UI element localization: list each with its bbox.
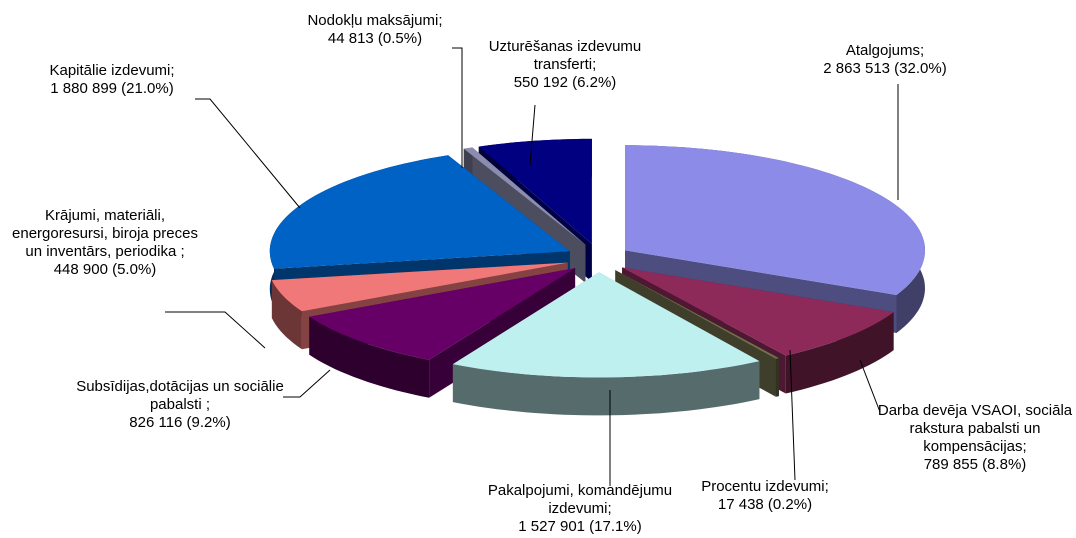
leader-line — [195, 98, 301, 209]
leader-line — [789, 349, 796, 481]
category-label: Procentu izdevumi; — [701, 478, 829, 495]
slice-side — [309, 316, 430, 398]
leader-line — [859, 359, 881, 413]
slice-label: Atalgojums; 2 863 513 (32.0%) — [790, 42, 980, 78]
slice — [269, 155, 570, 269]
slice-label: Kapitālie izdevumi; 1 880 899 (21.0%) — [22, 62, 202, 98]
value-label: 550 192 (6.2%) — [513, 74, 617, 91]
slice-side — [452, 361, 760, 416]
slice-side — [775, 358, 779, 397]
category-label: Kapitālie izdevumi; — [49, 62, 175, 79]
category-label: Nodokļu maksājumi; — [307, 12, 443, 29]
category-label: Krājumi, materiāli, energoresursi, biroj… — [12, 207, 198, 260]
value-label: 1 880 899 (21.0%) — [50, 80, 174, 97]
slice-side — [785, 312, 894, 394]
slice — [622, 267, 894, 356]
slice-label: Nodokļu maksājumi; 44 813 (0.5%) — [290, 12, 460, 48]
value-label: 448 900 (5.0%) — [53, 261, 157, 278]
value-label: 44 813 (0.5%) — [327, 30, 423, 47]
category-label: Atalgojums; — [845, 42, 925, 59]
slice — [463, 147, 586, 245]
value-label: 826 116 (9.2%) — [129, 414, 231, 431]
category-label: Uzturēšanas izdevumu transferti; — [488, 38, 642, 73]
slice — [271, 262, 568, 312]
slice-label: Procentu izdevumi; 17 438 (0.2%) — [675, 478, 855, 514]
leader-line — [283, 369, 331, 398]
slice-label: Uzturēšanas izdevumu transferti; 550 192 … — [480, 38, 650, 92]
slice-label: Pakalpojumi, komandējumu izdevumi; 1 527 … — [480, 482, 680, 536]
category-label: Pakalpojumi, komandējumu izdevumi; — [487, 482, 673, 517]
value-label: 789 855 (8.8%) — [923, 456, 1027, 473]
category-label: Subsīdijas,dotācijas un sociālie pabalst… — [76, 378, 284, 413]
leader-line — [452, 47, 463, 168]
slice — [615, 270, 779, 359]
value-label: 1 527 901 (17.1%) — [518, 518, 642, 535]
value-label: 2 863 513 (32.0%) — [823, 60, 947, 77]
slice — [452, 272, 760, 378]
slice — [625, 145, 925, 295]
leader-line — [165, 311, 266, 349]
slice — [478, 138, 592, 244]
slice-label: Krājumi, materiāli, energoresursi, biroj… — [10, 207, 200, 279]
slice — [309, 268, 576, 360]
value-label: 17 438 (0.2%) — [717, 496, 813, 513]
slice-side — [271, 280, 302, 350]
leader-line — [529, 104, 536, 166]
category-label: Darba devēja VSAOI, sociāla rakstura pab… — [877, 402, 1073, 455]
slice-label: Subsīdijas,dotācijas un sociālie pabalst… — [70, 378, 290, 432]
slice-label: Darba devēja VSAOI, sociāla rakstura pab… — [870, 402, 1076, 474]
